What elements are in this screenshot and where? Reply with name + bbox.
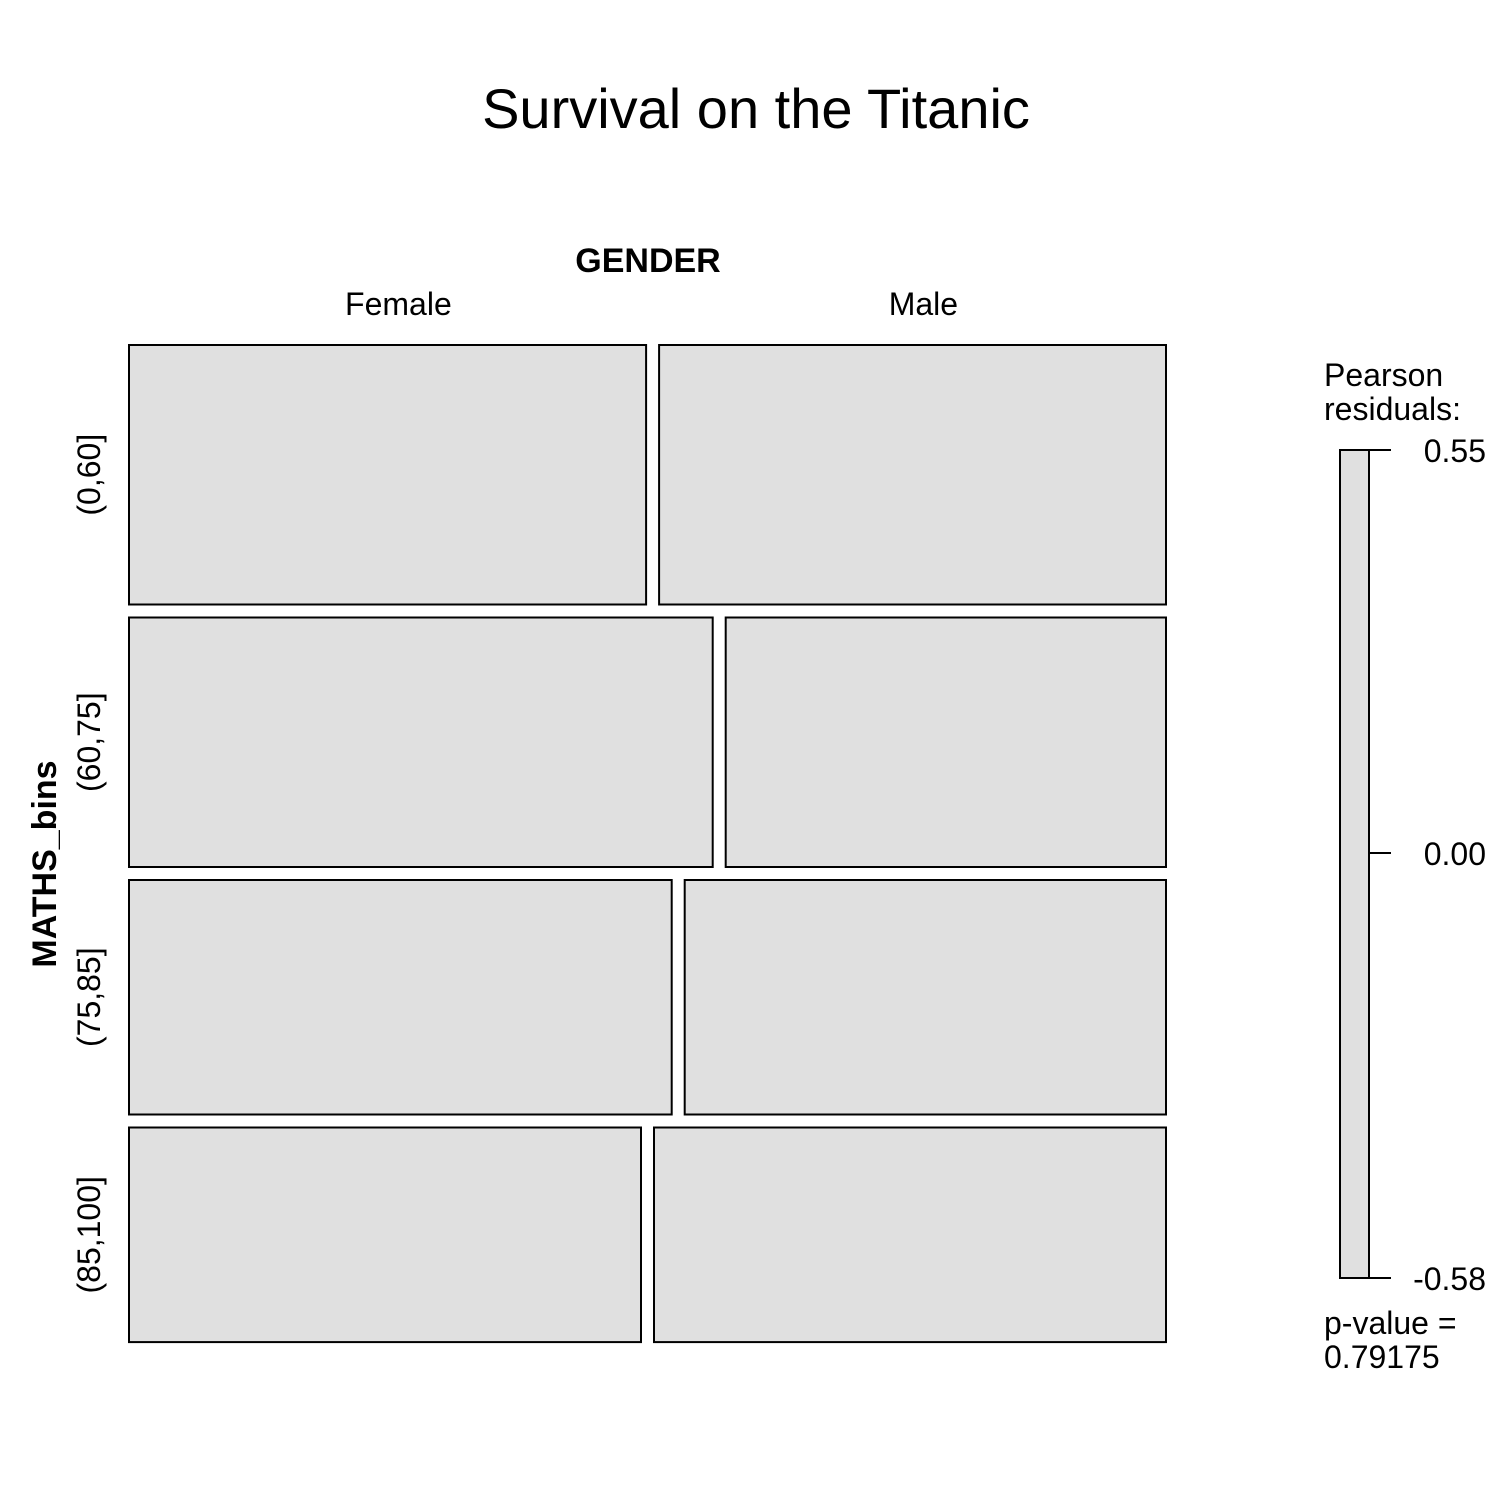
row-variable-label: MATHS_bins bbox=[26, 760, 64, 967]
row-level-label: (85,100] bbox=[71, 1176, 107, 1293]
legend-tick-label: -0.58 bbox=[1413, 1261, 1486, 1297]
mosaic-tile-male-row-3 bbox=[683, 879, 1167, 1116]
residual-legend: Pearson residuals: 0.55 0.00 -0.58 p-value… bbox=[1324, 357, 1486, 1375]
legend-color-bar bbox=[1339, 449, 1370, 1279]
mosaic-tile-male-row-1 bbox=[658, 344, 1167, 606]
row-level-label: (0,60] bbox=[71, 434, 107, 516]
row-level-label: (75,85] bbox=[71, 947, 107, 1047]
row-level-label: (60,75] bbox=[71, 692, 107, 792]
mosaic-tile-female-row-2 bbox=[128, 616, 714, 868]
legend-title-line2: residuals: bbox=[1324, 391, 1461, 427]
chart-title: Survival on the Titanic bbox=[482, 77, 1030, 140]
column-variable-label: GENDER bbox=[575, 242, 720, 280]
mosaic-tile-male-row-2 bbox=[724, 616, 1167, 868]
mosaic-tile-male-row-4 bbox=[653, 1126, 1167, 1344]
legend-tick-label: 0.55 bbox=[1424, 433, 1486, 469]
column-level-label-female: Female bbox=[345, 286, 452, 322]
column-level-labels: Female Male bbox=[345, 286, 958, 322]
pvalue-value: 0.79175 bbox=[1324, 1339, 1440, 1375]
legend-tick-label: 0.00 bbox=[1424, 836, 1486, 872]
mosaic-tile-female-row-4 bbox=[128, 1126, 642, 1344]
legend-ticks: 0.55 0.00 -0.58 bbox=[1369, 433, 1486, 1297]
mosaic-tile-female-row-1 bbox=[128, 344, 648, 606]
row-level-labels: (0,60] (60,75] (75,85] (85,100] bbox=[71, 434, 107, 1294]
pvalue-label: p-value = bbox=[1324, 1305, 1457, 1341]
column-level-label-male: Male bbox=[889, 286, 958, 322]
mosaic-tile-female-row-3 bbox=[128, 879, 673, 1116]
mosaic-tiles bbox=[128, 344, 1167, 1344]
legend-title-line1: Pearson bbox=[1324, 357, 1443, 393]
